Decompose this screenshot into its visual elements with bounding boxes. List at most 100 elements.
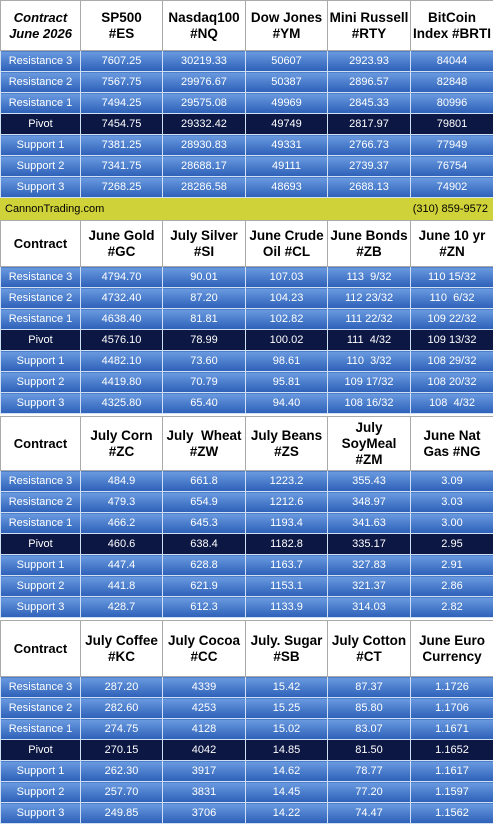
header-line: June Crude — [249, 227, 324, 243]
header-line: Currency — [422, 648, 482, 664]
level-value: 321.37 — [327, 575, 411, 597]
header-line: July Wheat — [166, 427, 242, 443]
header-line: Nasdaq100 — [168, 9, 240, 25]
level-row: Resistance 1 4638.40 81.81 102.82 111 22/32 1… — [0, 308, 493, 330]
level-label: Resistance 1 — [0, 308, 81, 330]
level-row: Support 3 249.85 3706 14.22 74.47 1.1562 — [0, 802, 493, 824]
level-label: Pivot — [0, 113, 81, 135]
level-value: 49749 — [245, 113, 328, 135]
header-line: June 10 yr — [418, 227, 486, 243]
level-value: 78.99 — [162, 329, 246, 351]
level-row: Pivot 4576.10 78.99 100.02 111 4/32 109 13/32 — [0, 329, 493, 351]
level-value: 3.09 — [410, 470, 493, 492]
header-line: #GC — [107, 243, 136, 259]
level-value: 1.1706 — [410, 697, 493, 719]
header-cell: June Bonds #ZB — [327, 220, 411, 267]
header-cell: Nasdaq100 #NQ — [162, 0, 246, 51]
header-cell: Contract — [0, 220, 81, 267]
level-value: 108 4/32 — [410, 392, 493, 414]
price-table: Contract June Gold #GC July Silver #SI June C… — [0, 220, 493, 414]
level-row: Resistance 3 484.9 661.8 1223.2 355.43 3.09 — [0, 470, 493, 492]
level-value: 77949 — [410, 134, 493, 156]
level-value: 1.1617 — [410, 760, 493, 782]
level-value: 4794.70 — [80, 266, 163, 288]
header-cell: June Euro Currency — [410, 620, 493, 677]
header-cell: July Corn #ZC — [80, 416, 163, 471]
level-value: 90.01 — [162, 266, 246, 288]
header-cell: July. Sugar #SB — [245, 620, 328, 677]
level-label: Pivot — [0, 533, 81, 555]
level-value: 612.3 — [162, 596, 246, 618]
level-value: 428.7 — [80, 596, 163, 618]
level-value: 14.85 — [245, 739, 328, 761]
level-value: 7494.25 — [80, 92, 163, 114]
level-value: 83.07 — [327, 718, 411, 740]
level-value: 110 3/32 — [327, 350, 411, 372]
level-value: 1133.9 — [245, 596, 328, 618]
level-label: Support 2 — [0, 371, 81, 393]
level-value: 82848 — [410, 71, 493, 93]
level-value: 2923.93 — [327, 50, 411, 72]
level-label: Support 2 — [0, 781, 81, 803]
level-value: 466.2 — [80, 512, 163, 534]
level-value: 109 22/32 — [410, 308, 493, 330]
level-value: 7268.25 — [80, 176, 163, 198]
level-value: 4339 — [162, 676, 246, 698]
header-line: June Gold — [88, 227, 155, 243]
level-value: 1.1671 — [410, 718, 493, 740]
level-value: 2.82 — [410, 596, 493, 618]
level-value: 621.9 — [162, 575, 246, 597]
level-value: 4042 — [162, 739, 246, 761]
level-label: Support 2 — [0, 155, 81, 177]
level-value: 81.50 — [327, 739, 411, 761]
level-value: 7607.25 — [80, 50, 163, 72]
header-line: #CC — [190, 648, 218, 664]
level-row: Resistance 1 274.75 4128 15.02 83.07 1.1671 — [0, 718, 493, 740]
header-line: July Cotton — [331, 632, 407, 648]
level-value: 87.20 — [162, 287, 246, 309]
level-label: Pivot — [0, 329, 81, 351]
level-value: 2896.57 — [327, 71, 411, 93]
level-label: Support 1 — [0, 554, 81, 576]
level-value: 441.8 — [80, 575, 163, 597]
level-label: Pivot — [0, 739, 81, 761]
header-line: #ZN — [439, 243, 465, 259]
level-value: 49969 — [245, 92, 328, 114]
level-value: 274.75 — [80, 718, 163, 740]
level-value: 1.1597 — [410, 781, 493, 803]
site: CannonTrading.com — [5, 203, 105, 215]
level-value: 2817.97 — [327, 113, 411, 135]
header-line: #RTY — [351, 25, 387, 41]
level-value: 108 29/32 — [410, 350, 493, 372]
level-row: Pivot 460.6 638.4 1182.8 335.17 2.95 — [0, 533, 493, 555]
header-cell: July Silver #SI — [162, 220, 246, 267]
header-line: Contract — [13, 9, 68, 25]
level-value: 1193.4 — [245, 512, 328, 534]
level-value: 4325.80 — [80, 392, 163, 414]
level-label: Support 1 — [0, 134, 81, 156]
header-line: Dow Jones — [250, 9, 323, 25]
header-row: Contract July Coffee #KC July Cocoa #CC July.… — [0, 620, 493, 677]
level-value: 108 20/32 — [410, 371, 493, 393]
level-value: 2739.37 — [327, 155, 411, 177]
header-cell: June Nat Gas #NG — [410, 416, 493, 471]
header-cell: July Wheat #ZW — [162, 416, 246, 471]
level-value: 113 9/32 — [327, 266, 411, 288]
level-value: 50387 — [245, 71, 328, 93]
level-row: Resistance 2 479.3 654.9 1212.6 348.97 3.03 — [0, 491, 493, 513]
level-value: 654.9 — [162, 491, 246, 513]
level-value: 111 4/32 — [327, 329, 411, 351]
level-value: 2766.73 — [327, 134, 411, 156]
level-value: 341.63 — [327, 512, 411, 534]
header-line: June Euro — [418, 632, 485, 648]
level-value: 85.80 — [327, 697, 411, 719]
level-value: 102.82 — [245, 308, 328, 330]
header-cell: Contract June 2026 — [0, 0, 81, 51]
level-value: 1.1726 — [410, 676, 493, 698]
level-value: 479.3 — [80, 491, 163, 513]
level-value: 335.17 — [327, 533, 411, 555]
header-line: #ZW — [189, 443, 219, 459]
header-row: Contract June Gold #GC July Silver #SI June C… — [0, 220, 493, 267]
header-line: July Silver — [170, 227, 238, 243]
level-value: 270.15 — [80, 739, 163, 761]
